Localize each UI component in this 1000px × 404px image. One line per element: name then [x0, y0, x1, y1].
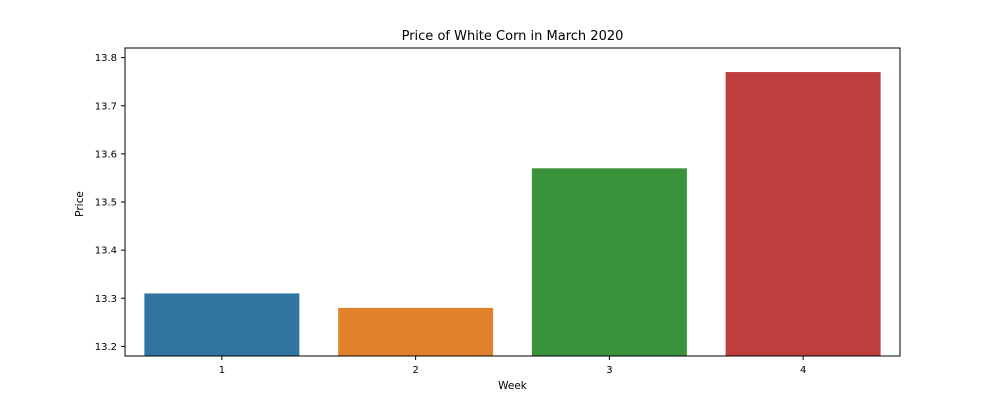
- y-tick-label: 13.5: [95, 198, 117, 209]
- bar-week-3: [531, 168, 687, 356]
- x-tick-label: 4: [800, 365, 806, 376]
- bars-group: [144, 72, 881, 356]
- y-tick-label: 13.7: [95, 101, 117, 112]
- chart-title: Price of White Corn in March 2020: [402, 29, 624, 44]
- y-tick-label: 13.2: [95, 342, 117, 353]
- x-axis-label: Week: [498, 380, 528, 392]
- y-tick-label: 13.3: [95, 294, 117, 305]
- x-tick-label: 3: [606, 365, 612, 376]
- y-tick-label: 13.6: [95, 149, 117, 160]
- bar-week-2: [338, 307, 494, 356]
- plot-frame: [124, 47, 901, 357]
- bar-week-1: [144, 293, 300, 356]
- x-tick-label: 1: [219, 365, 225, 376]
- x-axis-ticks: 1 2 3 4: [219, 356, 806, 376]
- bar-week-4: [725, 72, 881, 356]
- y-axis-ticks: 13.2 13.3 13.4 13.5 13.6 13.7 13.8: [95, 53, 125, 353]
- y-tick-label: 13.4: [95, 246, 117, 257]
- y-axis-label: Price: [74, 191, 86, 217]
- x-tick-label: 2: [412, 365, 418, 376]
- y-tick-label: 13.8: [95, 53, 117, 64]
